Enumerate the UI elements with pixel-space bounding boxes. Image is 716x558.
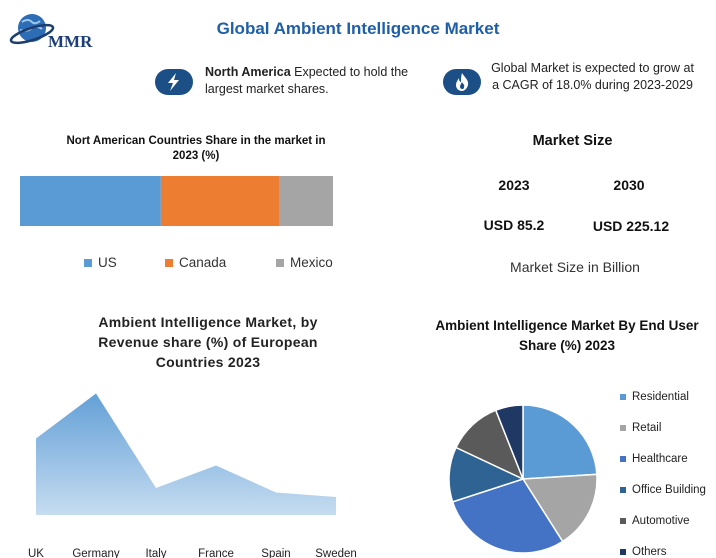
page-title: Global Ambient Intelligence Market	[216, 19, 500, 38]
legend-swatch	[276, 258, 284, 267]
end-user-chart-title: Ambient Intelligence Market By End User …	[435, 318, 699, 353]
pie-legend-item-others: Others	[620, 546, 667, 558]
x-tick-spain: Spain	[261, 548, 290, 558]
legend-label: Canada	[179, 255, 227, 270]
legend-label: Office Building	[632, 484, 706, 496]
flame-icon	[443, 69, 481, 95]
pie-legend-item-healthcare: Healthcare	[620, 453, 688, 465]
end-user-pie-legend: Residential Retail Healthcare Office Buildi…	[620, 390, 716, 558]
legend-swatch	[620, 394, 626, 400]
pie-slice-others	[494, 404, 524, 480]
legend-swatch	[620, 549, 626, 555]
region-description: Expected to hold the largest market shar…	[205, 65, 409, 96]
pie-legend-item-office-building: Office Building	[620, 484, 706, 496]
legend-label: US	[98, 255, 117, 270]
legend-label: Residential	[632, 391, 689, 403]
end-user-pie-chart	[448, 404, 598, 554]
europe-chart-title: Ambient Intelligence Market, by Revenue …	[98, 314, 318, 370]
legend-label: Others	[632, 546, 667, 558]
cagr-highlight: Global Market is expected to grow at a C…	[491, 61, 694, 92]
market-value-2023: USD 85.2	[483, 217, 545, 233]
bar-segment-canada	[160, 176, 280, 226]
pie-legend-item-retail: Retail	[620, 422, 661, 434]
bar-segment-us	[20, 176, 161, 226]
na-chart-title: Nort American Countries Share in the mar…	[66, 135, 326, 162]
logo-text: MMR	[48, 32, 93, 51]
legend-label: Retail	[632, 422, 662, 434]
pie-legend-item-residential: Residential	[620, 391, 689, 403]
pie-slice-residential	[522, 404, 598, 480]
legend-item-us: US	[84, 255, 117, 270]
market-size-title: Market Size	[532, 133, 613, 149]
legend-item-mexico: Mexico	[276, 255, 333, 270]
x-tick-france: France	[198, 548, 234, 558]
x-tick-italy: Italy	[145, 548, 166, 558]
legend-swatch	[165, 258, 173, 267]
market-value-2030: USD 225.12	[592, 218, 670, 234]
area-series	[36, 393, 336, 515]
mmr-logo: MMR	[8, 8, 108, 54]
europe-area-chart: UK Germany Italy France Spain Sweden	[28, 393, 357, 558]
pie-slice-retail	[521, 473, 598, 543]
x-tick-sweden: Sweden	[315, 548, 357, 558]
region-name: North America	[205, 65, 291, 79]
legend-item-canada: Canada	[165, 255, 226, 270]
market-year-2023: 2023	[498, 177, 530, 193]
x-tick-germany: Germany	[72, 548, 120, 558]
pie-legend-item-automotive: Automotive	[620, 515, 690, 527]
na-share-bar-chart	[20, 176, 333, 226]
legend-swatch	[620, 425, 626, 431]
legend-swatch	[84, 258, 92, 267]
market-year-2030: 2030	[613, 177, 645, 193]
legend-label: Healthcare	[632, 453, 688, 465]
legend-swatch	[620, 456, 626, 462]
lightning-icon	[155, 69, 193, 95]
x-tick-uk: UK	[28, 548, 44, 558]
region-highlight: North America Expected to hold the large…	[205, 64, 435, 98]
pie-slice-healthcare	[451, 478, 564, 554]
bar-segment-mexico	[279, 176, 333, 226]
legend-label: Automotive	[632, 515, 690, 527]
legend-swatch	[620, 518, 626, 524]
legend-label: Mexico	[290, 255, 333, 270]
na-chart-legend: US Canada Mexico	[0, 255, 716, 275]
market-size-unit: Market Size in Billion	[510, 259, 640, 275]
legend-swatch	[620, 487, 626, 493]
